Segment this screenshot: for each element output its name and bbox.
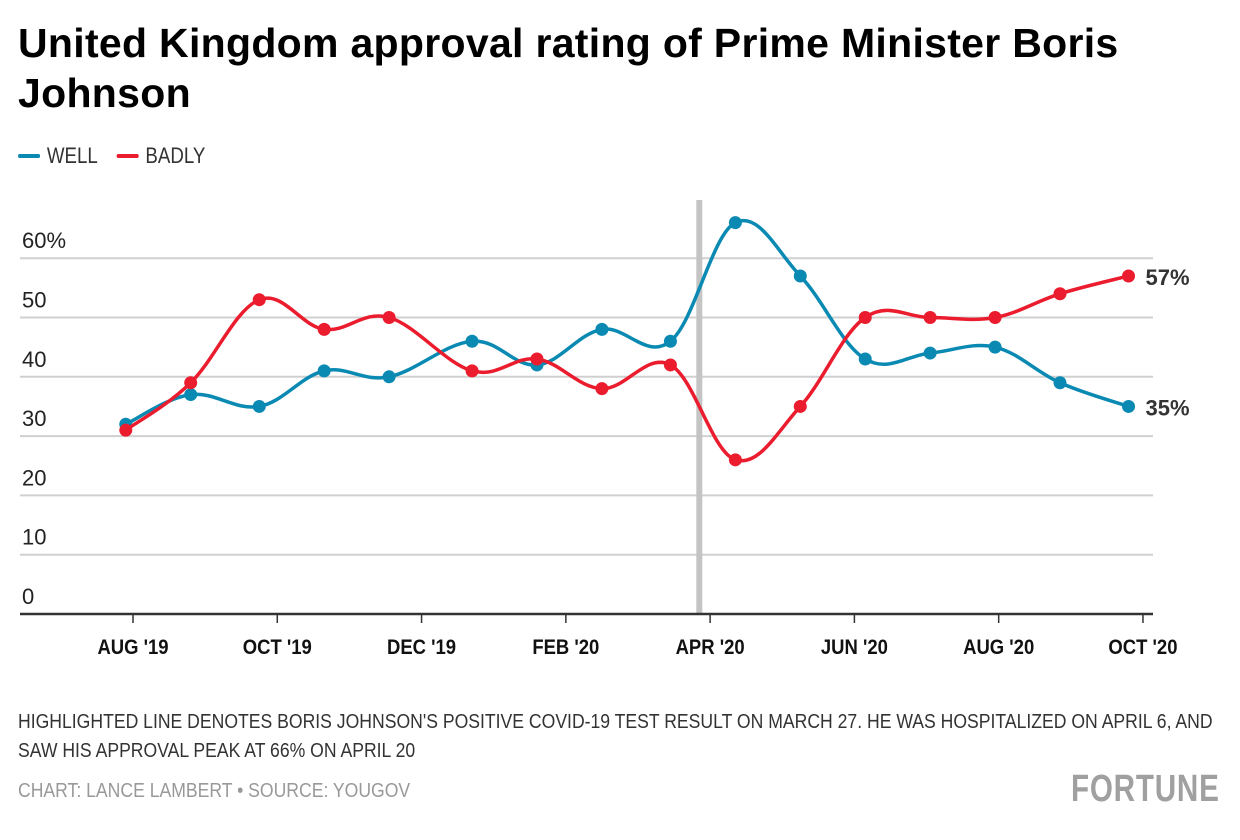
data-point-well	[184, 388, 198, 402]
line-chart: 0 10 20 30 40 50 60% AUG '19 OCT '19 DEC '19 FEB '…	[20, 200, 1190, 659]
y-tick-label: 60%	[22, 228, 66, 253]
data-point-well	[1122, 399, 1136, 413]
data-point-badly	[1053, 287, 1067, 301]
data-point-badly	[119, 423, 133, 437]
chart-note: HIGHLIGHTED LINE DENOTES BORIS JOHNSON'S…	[18, 711, 1213, 762]
data-point-well	[858, 352, 872, 366]
y-tick-label: 30	[22, 406, 46, 431]
data-point-badly	[858, 311, 872, 324]
x-tick-label: APR '20	[676, 636, 745, 659]
data-point-badly	[184, 376, 198, 390]
data-point-badly	[1122, 269, 1136, 283]
data-point-well	[923, 346, 937, 360]
legend-swatch-well	[18, 154, 41, 158]
data-point-badly	[728, 453, 742, 467]
data-point-badly	[382, 311, 396, 324]
end-label-well: 35%	[1146, 395, 1190, 420]
x-tick-label: JUN '20	[821, 636, 888, 659]
data-point-well	[663, 334, 677, 348]
data-point-badly	[663, 358, 677, 372]
chart-title: United Kingdom approval rating of Prime …	[18, 20, 1119, 116]
data-point-well	[1053, 376, 1067, 390]
legend: WELL BADLY	[18, 143, 224, 169]
data-point-well	[252, 399, 266, 413]
data-point-well	[728, 216, 742, 230]
data-point-well	[988, 340, 1002, 354]
legend-label-well: WELL	[46, 143, 98, 168]
chart-credit: CHART: LANCE LAMBERT • SOURCE: YOUGOV	[18, 780, 411, 802]
data-point-well	[595, 322, 609, 336]
x-tick-label: DEC '19	[387, 636, 456, 659]
y-tick-label: 20	[22, 465, 46, 490]
x-tick-label: AUG '19	[97, 636, 168, 659]
y-tick-label: 0	[22, 584, 34, 609]
x-tick-label: AUG '20	[963, 636, 1034, 659]
series-line-badly	[124, 274, 1129, 463]
data-point-badly	[465, 364, 479, 378]
y-tick-label: 10	[22, 525, 46, 550]
data-point-badly	[595, 382, 609, 396]
legend-item-well: WELL	[18, 143, 98, 169]
series-line-well	[125, 218, 1130, 426]
data-point-well	[382, 370, 396, 384]
data-point-badly	[988, 311, 1002, 324]
y-tick-label: 50	[22, 288, 46, 313]
legend-swatch-badly	[116, 154, 139, 158]
brand-logo: FORTUNE	[1071, 768, 1220, 810]
y-tick-label: 40	[22, 347, 46, 372]
end-label-badly: 57%	[1146, 265, 1190, 290]
legend-item-badly: BADLY	[116, 143, 206, 169]
data-point-badly	[793, 399, 807, 413]
x-tick-label: FEB '20	[532, 636, 599, 659]
x-tick-label: OCT '19	[243, 636, 312, 659]
data-point-badly	[252, 293, 266, 307]
data-point-badly	[317, 322, 331, 336]
x-tick-label: OCT '20	[1108, 636, 1177, 659]
data-point-well	[793, 269, 807, 283]
data-point-badly	[530, 352, 544, 366]
legend-label-badly: BADLY	[145, 143, 206, 168]
data-point-badly	[923, 311, 937, 324]
data-point-well	[317, 364, 331, 378]
data-point-well	[465, 334, 479, 348]
